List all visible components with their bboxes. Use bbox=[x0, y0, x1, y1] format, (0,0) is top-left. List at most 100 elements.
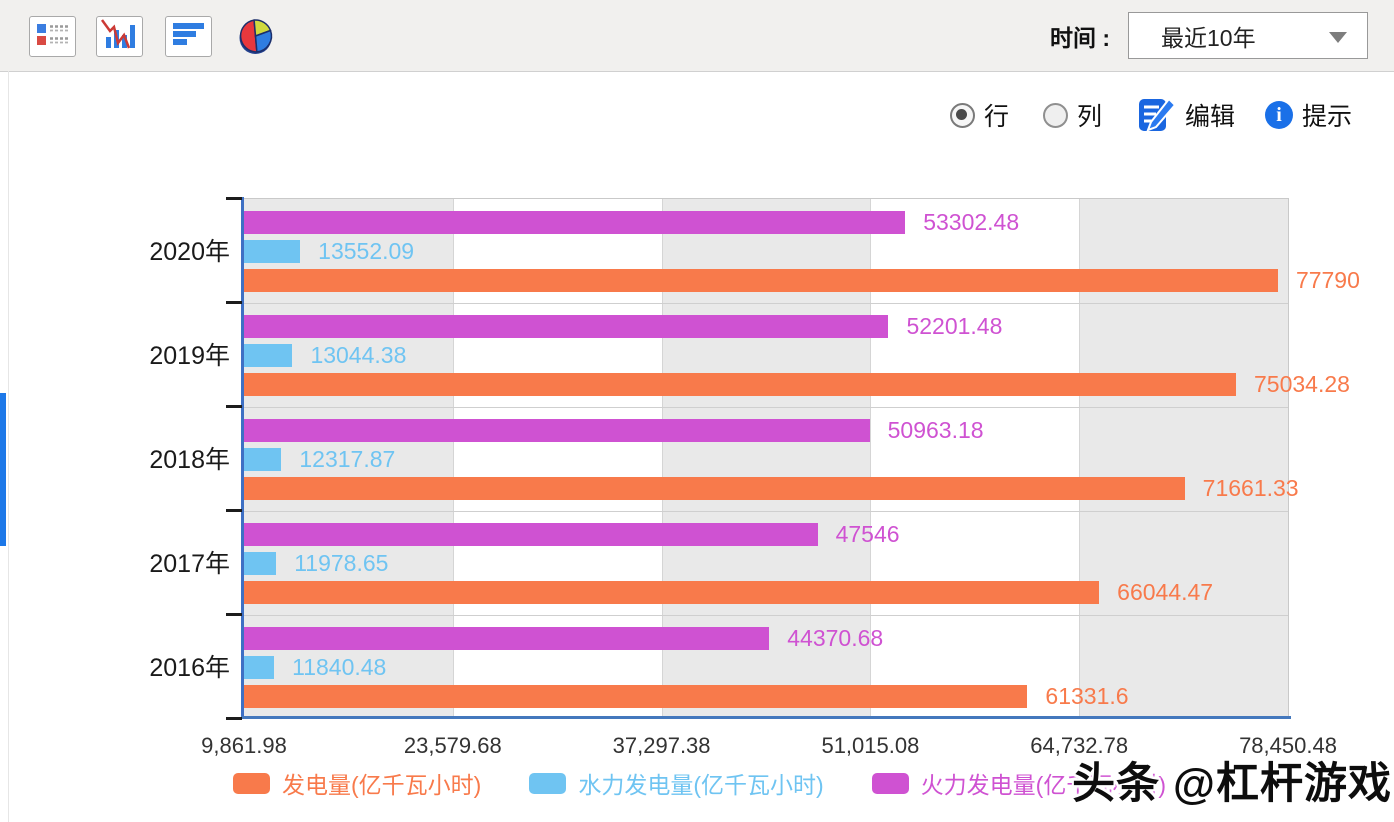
row-radio-label[interactable]: 行 bbox=[983, 103, 1009, 131]
y-axis-category-label: 2017年 bbox=[149, 550, 230, 578]
edit-button-label[interactable]: 编辑 bbox=[1184, 103, 1235, 131]
bar-group: 53302.48 13552.09 77790 bbox=[244, 199, 1360, 303]
bar-total[interactable] bbox=[244, 269, 1278, 292]
bar-thermal[interactable] bbox=[244, 627, 770, 650]
bar-value-label: 53302.48 bbox=[923, 209, 1020, 235]
row-radio[interactable] bbox=[949, 102, 975, 128]
bar-chart-icon bbox=[169, 19, 209, 54]
bar-group: 44370.68 11840.48 61331.6 bbox=[244, 615, 1288, 719]
y-axis-category-label: 2020年 bbox=[149, 238, 230, 266]
bar-thermal[interactable] bbox=[244, 419, 870, 442]
bar-row: 11840.48 bbox=[244, 654, 1288, 680]
watermark: 头条 @杠杆游戏 bbox=[1072, 760, 1392, 808]
time-range-dropdown[interactable]: 最近10年 bbox=[1128, 12, 1368, 59]
group-separator-line bbox=[244, 407, 1288, 408]
time-label: 时间 : bbox=[1049, 24, 1110, 51]
y-axis-labels: 2020年 2019年 2018年 2017年 2016年 bbox=[0, 198, 230, 718]
bar-value-label: 13552.09 bbox=[318, 238, 415, 264]
y-axis-tick bbox=[226, 301, 242, 304]
legend-label: 水力发电量(亿千瓦小时) bbox=[578, 772, 824, 798]
edit-icon[interactable] bbox=[1138, 96, 1177, 134]
bar-row: 44370.68 bbox=[244, 625, 1288, 651]
bar-value-label: 44370.68 bbox=[787, 625, 884, 651]
x-axis-tick-label: 78,450.48 bbox=[1239, 733, 1337, 758]
bar-value-label: 13044.38 bbox=[310, 342, 407, 368]
bar-row: 11978.65 bbox=[244, 550, 1288, 576]
bar-value-label: 61331.6 bbox=[1045, 683, 1129, 709]
legend-swatch bbox=[233, 772, 270, 794]
page-left-divider bbox=[8, 71, 9, 822]
bar-value-label: 11840.48 bbox=[292, 654, 387, 680]
bar-hydro[interactable] bbox=[244, 448, 282, 471]
bar-group: 52201.48 13044.38 75034.28 bbox=[244, 303, 1350, 407]
bar-thermal[interactable] bbox=[244, 211, 906, 234]
bar-value-label: 52201.48 bbox=[906, 313, 1003, 339]
bar-value-label: 77790 bbox=[1295, 267, 1360, 293]
tip-button-label[interactable]: 提示 bbox=[1301, 103, 1352, 131]
bar-total[interactable] bbox=[244, 581, 1100, 604]
legend-swatch bbox=[529, 772, 567, 794]
bar-row: 53302.48 bbox=[244, 209, 1288, 235]
bar-total[interactable] bbox=[244, 373, 1236, 396]
bar-total[interactable] bbox=[244, 477, 1185, 500]
time-range-value: 最近10年 bbox=[1161, 24, 1256, 51]
group-separator-line bbox=[244, 303, 1288, 304]
y-axis-tick bbox=[226, 717, 242, 720]
chart-legend: 发电量(亿千瓦小时) 水力发电量(亿千瓦小时) 火力发电量(亿千瓦小时) bbox=[233, 766, 1214, 800]
time-filter: 时间 : 最近10年 bbox=[1050, 0, 1368, 71]
bar-group: 47546 11978.65 66044.47 bbox=[244, 511, 1288, 615]
legend-item[interactable]: 发电量(亿千瓦小时) bbox=[233, 766, 481, 800]
pie-chart-icon bbox=[236, 19, 276, 61]
group-separator-line bbox=[244, 511, 1288, 512]
legend-view-button[interactable] bbox=[29, 16, 76, 57]
bar-total[interactable] bbox=[244, 685, 1028, 708]
legend-view-icon bbox=[33, 20, 72, 54]
bar-row: 61331.6 bbox=[244, 683, 1288, 709]
combo-chart-button[interactable] bbox=[96, 16, 143, 57]
legend-item[interactable]: 水力发电量(亿千瓦小时) bbox=[529, 766, 824, 800]
plot-area: 53302.48 13552.09 77790 52201.48 13044.38 750… bbox=[244, 198, 1360, 719]
bar-row: 71661.33 bbox=[244, 475, 1299, 501]
bar-group: 50963.18 12317.87 71661.33 bbox=[244, 407, 1299, 511]
y-axis-tick bbox=[226, 405, 242, 408]
bar-hydro[interactable] bbox=[244, 240, 301, 263]
bar-value-label: 12317.87 bbox=[299, 446, 396, 472]
pie-chart-button[interactable] bbox=[236, 15, 276, 57]
column-radio[interactable] bbox=[1042, 102, 1068, 128]
bar-thermal[interactable] bbox=[244, 315, 889, 338]
bar-hydro[interactable] bbox=[244, 656, 275, 679]
legend-label: 发电量(亿千瓦小时) bbox=[282, 772, 482, 798]
x-axis-tick-label: 9,861.98 bbox=[201, 733, 287, 758]
info-icon[interactable]: i bbox=[1264, 101, 1293, 129]
toolbar: 时间 : 最近10年 bbox=[0, 0, 1394, 72]
bar-row: 47546 bbox=[244, 521, 1288, 547]
x-axis-tick-label: 37,297.38 bbox=[612, 733, 711, 758]
y-axis-category-label: 2016年 bbox=[149, 654, 230, 682]
x-axis-tick-label: 64,732.78 bbox=[1030, 733, 1129, 758]
plot-column-band bbox=[452, 199, 662, 719]
left-scroll-indicator[interactable] bbox=[0, 393, 6, 546]
chevron-down-icon bbox=[1329, 32, 1347, 43]
bar-hydro[interactable] bbox=[244, 344, 293, 367]
x-axis-line bbox=[241, 716, 1291, 719]
legend-label: 火力发电量(亿千瓦小时) bbox=[920, 772, 1166, 798]
bar-value-label: 75034.28 bbox=[1254, 371, 1350, 397]
bar-hydro[interactable] bbox=[244, 552, 277, 575]
legend-item[interactable]: 火力发电量(亿千瓦小时) bbox=[871, 766, 1166, 800]
x-axis-labels: 9,861.98 23,579.68 37,297.38 51,015.08 64,73… bbox=[201, 733, 1337, 759]
y-axis-tick bbox=[226, 197, 242, 200]
plot-column-band bbox=[870, 199, 1079, 719]
bar-row: 75034.28 bbox=[244, 371, 1350, 397]
y-axis-tick bbox=[226, 613, 242, 616]
bar-value-label: 47546 bbox=[835, 521, 900, 547]
bar-value-label: 71661.33 bbox=[1202, 475, 1299, 501]
x-axis-tick-label: 23,579.68 bbox=[403, 733, 502, 758]
bar-row: 12317.87 bbox=[244, 446, 1288, 472]
y-axis-line bbox=[241, 197, 244, 719]
column-radio-label[interactable]: 列 bbox=[1076, 103, 1102, 131]
bar-chart-button[interactable] bbox=[165, 16, 212, 57]
chart-controls: 行 列 编辑 i 提示 bbox=[949, 96, 1352, 134]
y-axis-category-label: 2019年 bbox=[149, 342, 230, 370]
bar-thermal[interactable] bbox=[244, 523, 818, 546]
bar-row: 77790 bbox=[244, 267, 1360, 293]
